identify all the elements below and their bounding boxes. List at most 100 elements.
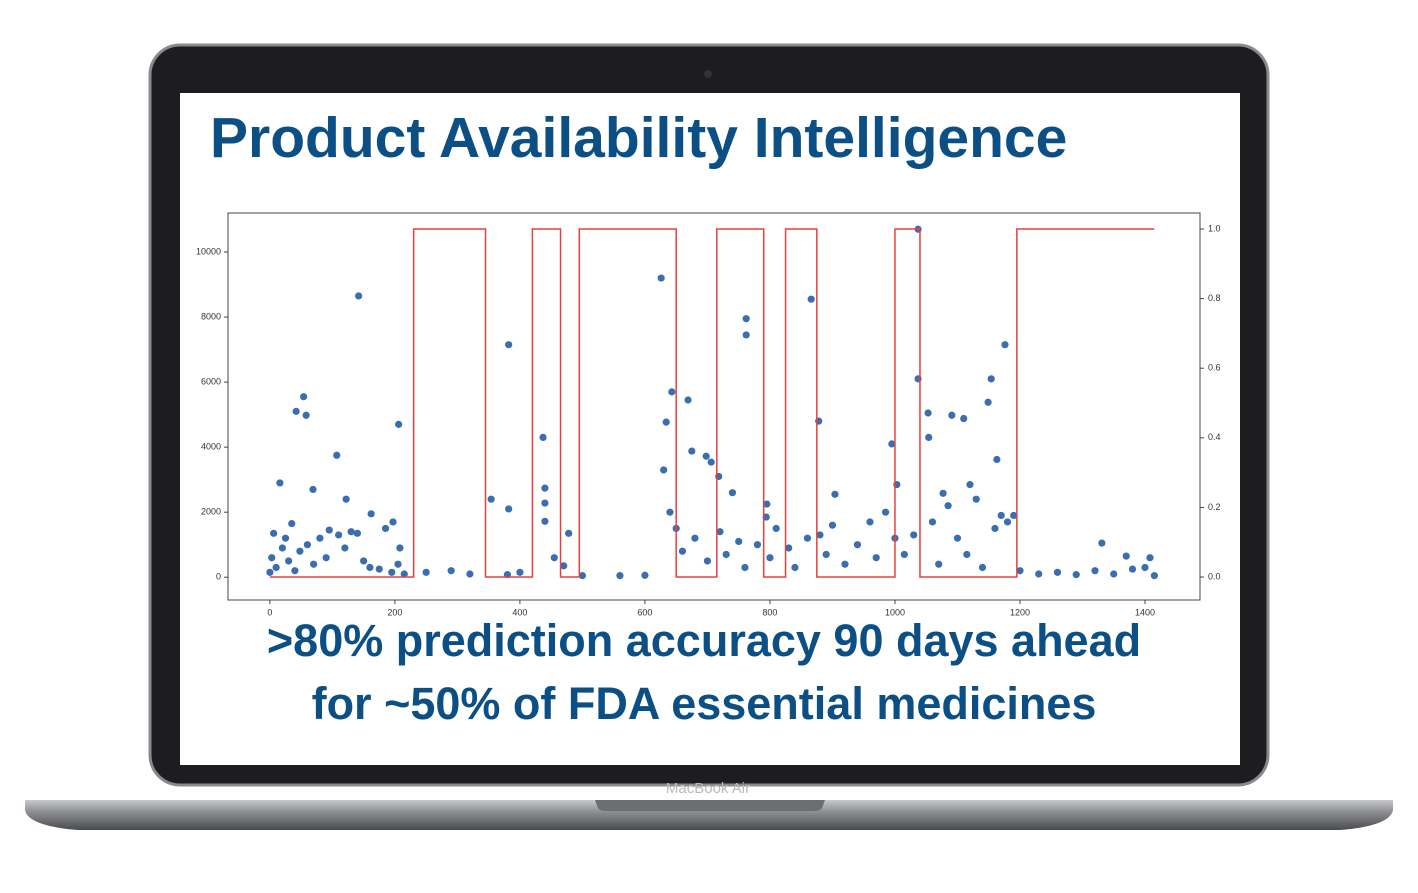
scatter-point [991,524,999,533]
scatter-point [270,529,278,537]
scatter-point [541,484,549,492]
scatter-point [447,567,455,575]
scatter-point [688,447,696,455]
scatter-point [291,567,299,575]
y2-tick-label: 0.4 [1208,432,1221,442]
screen [180,93,1240,765]
scatter-point [944,502,952,510]
scatter-point [1122,552,1130,560]
scatter-point [1001,341,1009,349]
scatter-point [1146,554,1154,562]
scatter-point [662,418,670,426]
scatter-point [785,544,793,552]
scatter-point [660,466,668,474]
scatter-point [888,440,896,448]
x-tick-label: 400 [512,607,527,617]
scatter-point [276,479,284,487]
scatter-point [550,554,558,562]
y-tick-label: 2000 [201,507,221,517]
scatter-point [302,411,310,419]
scatter-point [728,489,737,497]
scatter-point [984,398,992,406]
scatter-point [935,560,943,568]
scatter-point [541,517,549,525]
scatter-point [735,537,743,546]
scatter-point [505,505,513,513]
scatter-point [763,500,771,508]
scatter-point [841,560,849,568]
scatter-point [322,554,330,562]
scatter-point [347,528,355,536]
scatter-point [325,526,333,534]
scatter-point [703,557,712,565]
y-tick-label: 4000 [201,442,221,452]
scatter-point [666,508,674,516]
scatter-point [993,455,1001,464]
notch [595,800,825,811]
x-tick-label: 1200 [1010,607,1030,617]
scatter-point [266,568,274,576]
y-tick-label: 8000 [201,311,221,321]
scatter-point [866,518,874,526]
scatter-point [292,407,300,415]
scatter-point [910,531,918,539]
scatter-point [1128,565,1137,573]
scatter-point [925,433,933,441]
scatter-point [395,420,403,428]
scatter-point [366,563,374,572]
x-tick-label: 0 [267,607,272,617]
scatter-point [716,528,724,536]
scatter-point [722,550,730,559]
scatter-point [422,568,430,576]
scatter-point [375,565,383,573]
scatter-point [987,375,995,383]
scatter-point [928,518,937,526]
scatter-point [1091,567,1099,575]
scatter-point [309,485,317,494]
x-tick-label: 1000 [885,607,905,617]
plot: 0 200 400 600 800 1000 1200 1400 0 2000 4000 6000 80… [196,223,1221,617]
y-tick-label: 6000 [201,376,221,386]
scatter-point [828,521,837,529]
scatter-point [487,495,495,503]
scatter-point [341,544,349,552]
scatter-point [997,511,1005,520]
scatter-point [272,563,280,572]
scatter-point [900,550,908,559]
y2-tick-label: 0.2 [1208,502,1221,512]
scatter-point [881,508,890,516]
scatter-point [853,541,862,549]
scatter-point [394,560,402,568]
scatter-point [342,495,350,503]
scatter-point [807,295,815,303]
scatter-point [360,557,368,565]
scatter-point [1072,571,1080,579]
scatter-point [741,563,749,572]
scatter-point [388,568,396,576]
scatter-point [389,518,397,526]
x-tick-label: 800 [762,607,777,617]
scatter-point [396,544,404,552]
scatter-point [268,554,276,562]
scatter-point [560,562,568,570]
plot-frame [227,212,1201,601]
scatter-point [285,557,293,565]
scatter-point [691,534,699,542]
scatter-point [966,480,974,489]
scatter-point [1010,511,1018,520]
scatter-point [578,572,587,580]
scatter-point [1016,567,1024,575]
scatter-point [316,534,324,542]
scatter-point [381,524,390,533]
scatter-point [831,490,839,498]
y2-tick-label: 0.0 [1208,571,1221,581]
scatter-point [822,550,830,559]
scatter-point [466,570,474,578]
x-tick-label: 1400 [1135,607,1155,617]
scatter-point [616,572,624,580]
scatter-point [791,563,799,572]
scatter-point [766,554,774,562]
x-tick-label: 200 [387,607,402,617]
